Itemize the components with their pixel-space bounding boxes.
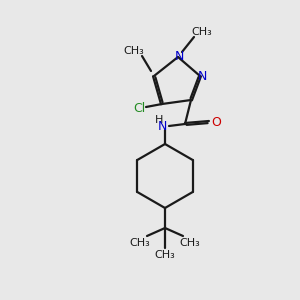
Text: N: N [157, 119, 167, 133]
Text: N: N [197, 70, 207, 83]
Text: CH₃: CH₃ [124, 46, 144, 56]
Text: CH₃: CH₃ [130, 238, 150, 248]
Text: CH₃: CH₃ [192, 27, 212, 37]
Text: H: H [155, 115, 163, 125]
Text: O: O [211, 116, 221, 128]
Text: Cl: Cl [133, 103, 145, 116]
Text: CH₃: CH₃ [180, 238, 200, 248]
Text: CH₃: CH₃ [154, 250, 176, 260]
Text: N: N [174, 50, 184, 62]
